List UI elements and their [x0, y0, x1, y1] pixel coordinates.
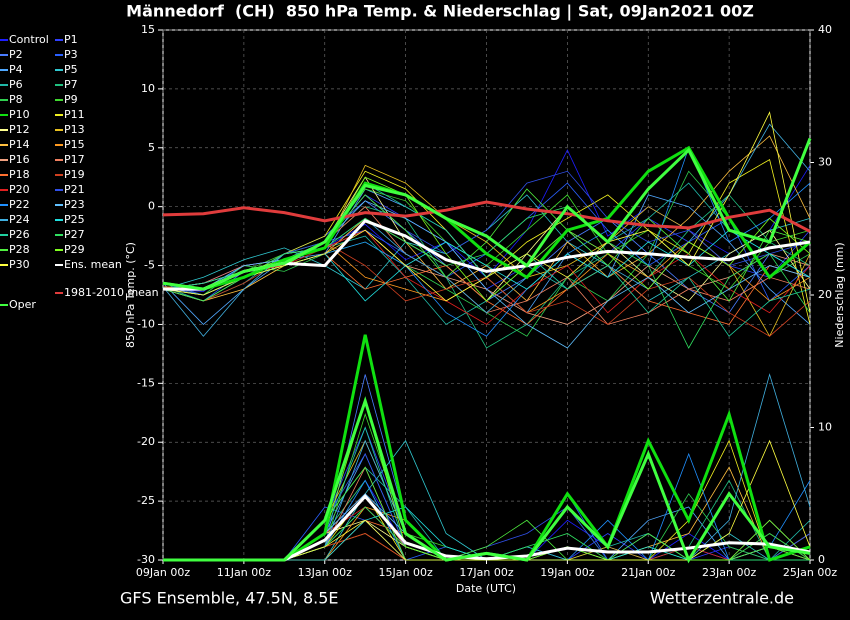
y-tick-label: -15 [137, 376, 155, 389]
x-tick-label: 17Jan 00z [459, 566, 513, 579]
legend-label: P18 [9, 168, 30, 181]
y-tick-label: -25 [137, 494, 155, 507]
legend-label: P24 [9, 213, 30, 226]
legend-label: P10 [9, 108, 30, 121]
legend-label: P21 [64, 183, 85, 196]
x-tick-label: 15Jan 00z [379, 566, 433, 579]
footer-source: GFS Ensemble, 47.5N, 8.5E [120, 589, 339, 608]
legend-label: Ens. mean [64, 258, 122, 271]
y2-axis-label: Niederschlag (mm) [833, 242, 846, 347]
y-tick-label: 5 [148, 141, 155, 154]
y-tick-label: 15 [141, 23, 155, 36]
y-tick-label: -10 [137, 317, 155, 330]
y2-tick-label: 20 [818, 288, 832, 301]
x-tick-label: 19Jan 00z [540, 566, 594, 579]
precip-line [163, 396, 811, 564]
temp-line [162, 137, 812, 291]
y-tick-label: 0 [148, 200, 155, 213]
y2-tick-label: 40 [818, 23, 832, 36]
temp-line [163, 229, 811, 325]
temp-line [163, 176, 811, 302]
legend-label: P11 [64, 108, 85, 121]
legend-label: P22 [9, 198, 30, 211]
temp-line [162, 200, 811, 233]
legend-label: P27 [64, 228, 85, 241]
legend-label: P23 [64, 198, 85, 211]
precip-line [163, 493, 811, 561]
precip-line [163, 493, 811, 561]
y2-tick-label: 0 [818, 553, 825, 566]
x-tick-label: 09Jan 00z [136, 566, 190, 579]
legend-label: P26 [9, 228, 30, 241]
x-tick-label: 11Jan 00z [217, 566, 271, 579]
y-tick-label: -20 [137, 435, 155, 448]
legend-label: P6 [9, 78, 23, 91]
legend-label: P7 [64, 78, 78, 91]
legend-label: P14 [9, 138, 30, 151]
legend-label: P19 [64, 168, 85, 181]
legend-label: P16 [9, 153, 30, 166]
chart-title: Männedorf (CH) 850 hPa Temp. & Niedersch… [126, 2, 754, 22]
legend-label: 1981-2010 mean [64, 286, 159, 299]
legend-label: Control [9, 33, 49, 46]
y-tick-label: -30 [137, 553, 155, 566]
legend-label: P30 [9, 258, 30, 271]
legend-label: Oper [9, 298, 36, 311]
footer-site: Wetterzentrale.de [650, 589, 794, 608]
legend-label: P12 [9, 123, 30, 136]
legend-label: P25 [64, 213, 85, 226]
temp-line [162, 111, 811, 313]
x-tick-label: 21Jan 00z [621, 566, 675, 579]
y-tick-label: -5 [144, 259, 155, 272]
legend-label: P13 [64, 123, 85, 136]
x-tick-label: 23Jan 00z [702, 566, 756, 579]
y2-tick-label: 30 [818, 156, 832, 169]
legend-label: P8 [9, 93, 23, 106]
legend-label: P20 [9, 183, 30, 196]
legend-label: P4 [9, 63, 23, 76]
legend-label: P17 [64, 153, 85, 166]
y-tick-label: 10 [141, 82, 155, 95]
legend-label: P5 [64, 63, 78, 76]
y-axis-label: 850 hPa Temp. (°C) [124, 242, 137, 348]
x-tick-label: 25Jan 00z [783, 566, 837, 579]
legend-label: P2 [9, 48, 23, 61]
legend-label: P1 [64, 33, 78, 46]
legend-label: P15 [64, 138, 85, 151]
legend-label: P28 [9, 243, 30, 256]
x-tick-label: 13Jan 00z [298, 566, 352, 579]
precip-line [163, 493, 810, 561]
legend-label: P3 [64, 48, 78, 61]
legend-label: P29 [64, 243, 85, 256]
legend-label: P9 [64, 93, 78, 106]
x-axis-label: Date (UTC) [456, 582, 516, 595]
y2-tick-label: 10 [818, 421, 832, 434]
